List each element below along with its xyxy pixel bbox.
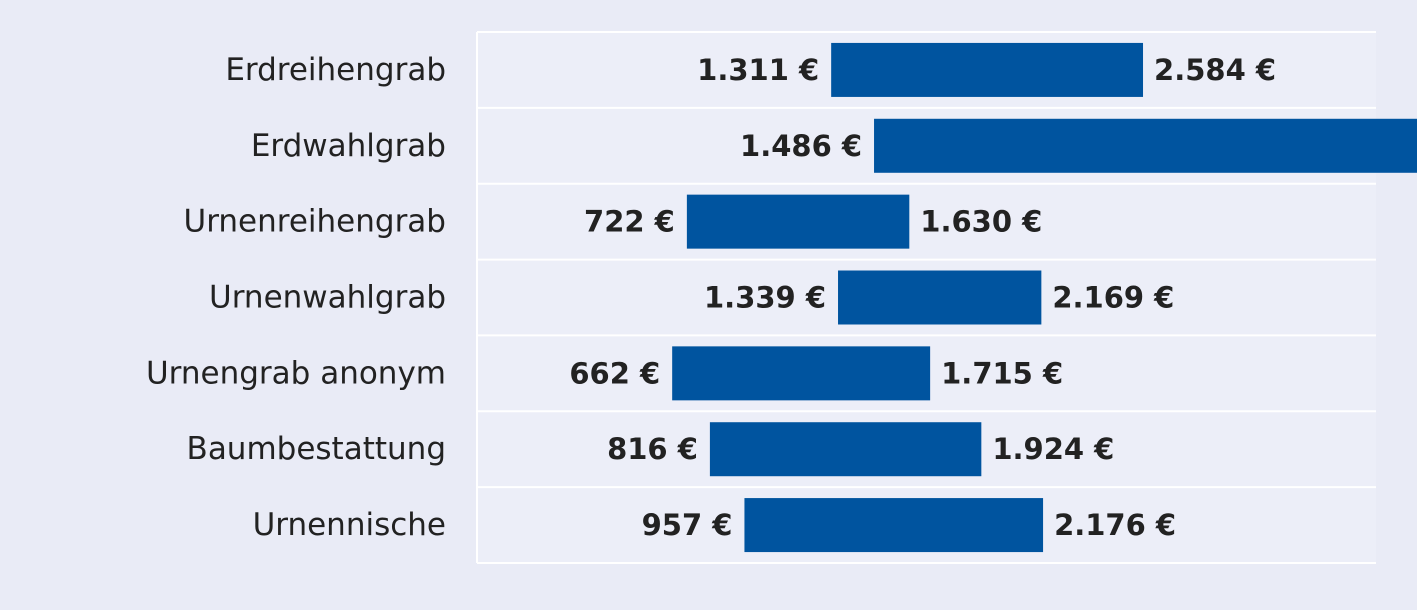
range-bar bbox=[838, 270, 1042, 325]
bars bbox=[672, 42, 1417, 553]
max-value-label: 2.169 € bbox=[1052, 281, 1174, 315]
value-labels: 1.311 €2.584 €1.486 €3.825 €722 €1.630 €… bbox=[569, 53, 1276, 542]
max-value-label: 1.715 € bbox=[941, 356, 1063, 390]
min-value-label: 957 € bbox=[642, 508, 733, 542]
max-value-label: 2.176 € bbox=[1054, 508, 1176, 542]
category-label: Urnenreihengrab bbox=[184, 204, 446, 240]
category-label: Urnennische bbox=[253, 507, 446, 543]
gridlines bbox=[476, 31, 1376, 564]
min-value-label: 1.486 € bbox=[740, 129, 862, 163]
category-label: Urnengrab anonym bbox=[146, 355, 446, 391]
min-value-label: 1.311 € bbox=[697, 53, 819, 87]
category-label: Urnenwahlgrab bbox=[209, 280, 446, 316]
category-label: Erdwahlgrab bbox=[251, 128, 446, 164]
range-bar bbox=[744, 498, 1044, 553]
max-value-label: 1.630 € bbox=[920, 205, 1042, 239]
min-value-label: 662 € bbox=[569, 356, 660, 390]
category-labels: Erdreihengrab Erdwahlgrab Urnenreihengrab U… bbox=[146, 52, 446, 543]
min-value-label: 816 € bbox=[607, 432, 698, 466]
category-label: Erdreihengrab bbox=[225, 52, 446, 88]
min-value-label: 1.339 € bbox=[704, 281, 826, 315]
min-value-label: 722 € bbox=[584, 205, 675, 239]
max-value-label: 2.584 € bbox=[1154, 53, 1276, 87]
category-label: Baumbestattung bbox=[187, 431, 446, 467]
range-bar bbox=[874, 118, 1417, 173]
range-bar bbox=[672, 346, 931, 401]
range-bar bbox=[709, 422, 982, 477]
range-bar bbox=[831, 42, 1144, 97]
max-value-label: 1.924 € bbox=[992, 432, 1114, 466]
range-bar bbox=[686, 194, 910, 249]
